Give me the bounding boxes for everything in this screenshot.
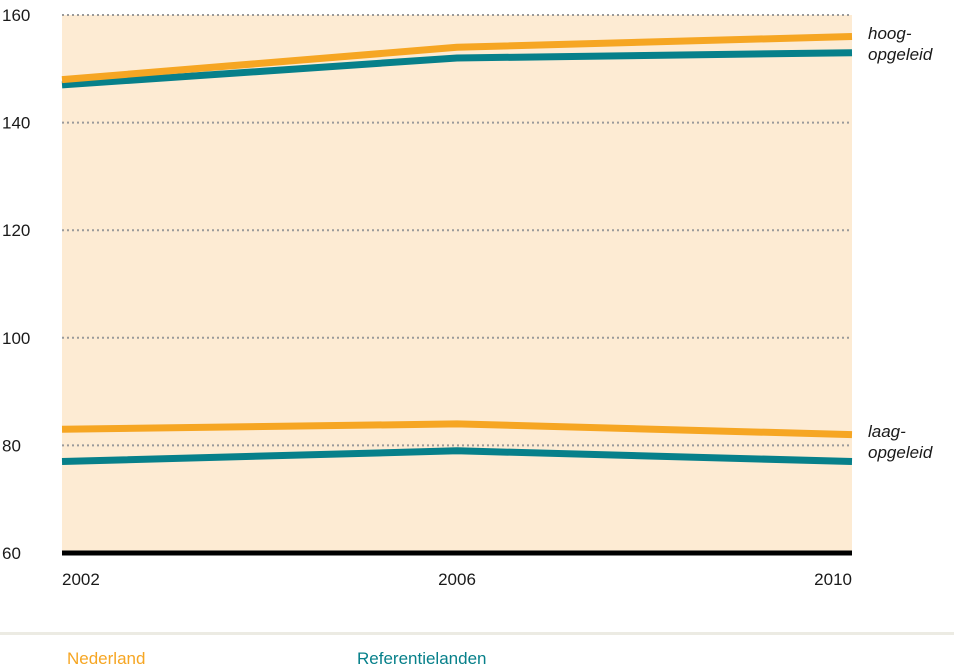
x-tick-label-2006: 2006	[438, 570, 476, 589]
series-line-hoog-referentielanden	[61, 49, 853, 89]
x-tick-label-2010: 2010	[814, 570, 852, 589]
annotation-hoog-line-1: opgeleid	[868, 45, 933, 64]
series-line-laag-nederland	[61, 420, 853, 439]
series-line-laag-referentielanden	[61, 447, 853, 465]
y-tick-label-100: 100	[2, 329, 30, 348]
legend-entry-nederland: Nederland	[67, 649, 146, 668]
y-tick-label-120: 120	[2, 221, 30, 240]
y-tick-label-140: 140	[2, 114, 30, 133]
annotation-laag-line-1: opgeleid	[868, 443, 933, 462]
y-tick-label-160: 160	[2, 6, 30, 25]
x-tick-label-2002: 2002	[62, 570, 100, 589]
annotation-laag-line-0: laag-	[868, 422, 906, 441]
y-tick-label-60: 60	[2, 544, 21, 563]
annotation-hoog-line-0: hoog-	[868, 24, 912, 43]
series-line-hoog-nederland	[61, 33, 853, 84]
legend-entry-referentielanden: Referentielanden	[357, 649, 487, 668]
legend-divider	[0, 632, 954, 635]
y-tick-label-80: 80	[2, 436, 21, 455]
plot-background	[62, 15, 852, 553]
